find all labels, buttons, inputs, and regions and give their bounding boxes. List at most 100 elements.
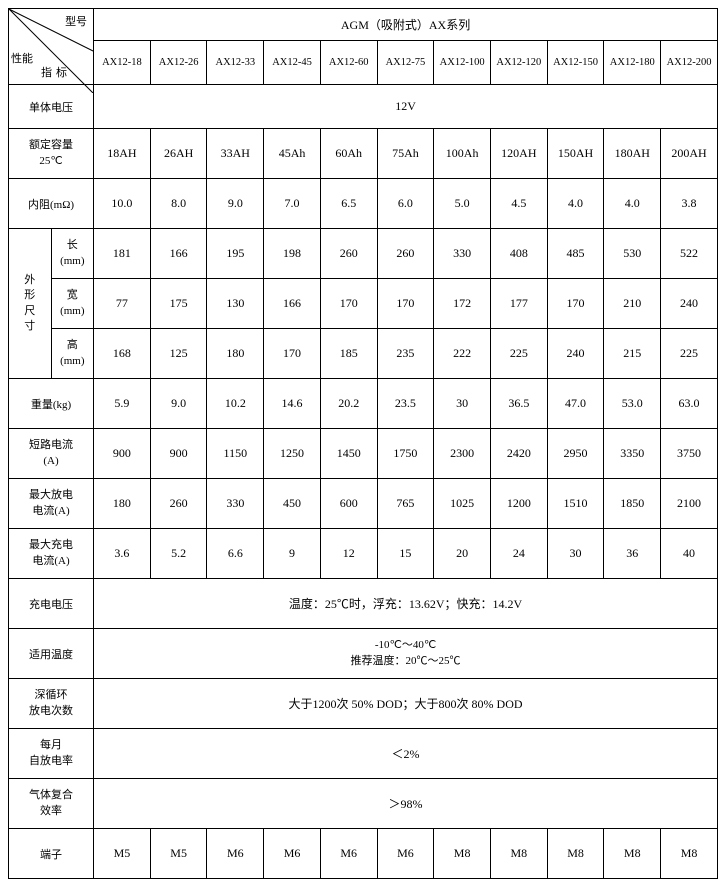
- cell: 181: [94, 229, 151, 279]
- row-label-dims-group: 外形尺寸: [9, 229, 52, 379]
- cell: 125: [150, 329, 207, 379]
- cell: 330: [207, 479, 264, 529]
- cell: 3750: [661, 429, 718, 479]
- cell: 15: [377, 529, 434, 579]
- row-label-weight: 重量(kg): [9, 379, 94, 429]
- cell: 180AH: [604, 129, 661, 179]
- cell: 10.0: [94, 179, 151, 229]
- cell: 2100: [661, 479, 718, 529]
- model-header: AX12-33: [207, 41, 264, 85]
- cell: 170: [264, 329, 321, 379]
- cell: 20: [434, 529, 491, 579]
- cell: 210: [604, 279, 661, 329]
- cell: 900: [94, 429, 151, 479]
- cell: 260: [150, 479, 207, 529]
- row-label-length: 长(mm): [51, 229, 94, 279]
- row-label-height: 高(mm): [51, 329, 94, 379]
- cell: 225: [490, 329, 547, 379]
- model-header: AX12-150: [547, 41, 604, 85]
- cell: 215: [604, 329, 661, 379]
- cell: 36: [604, 529, 661, 579]
- cell: 6.6: [207, 529, 264, 579]
- cell: M5: [94, 829, 151, 879]
- cell: 195: [207, 229, 264, 279]
- cell: 235: [377, 329, 434, 379]
- cell: 30: [547, 529, 604, 579]
- cell: M6: [377, 829, 434, 879]
- cell: 26AH: [150, 129, 207, 179]
- row-label-gas-recomb: 气体复合效率: [9, 779, 94, 829]
- cell: 30: [434, 379, 491, 429]
- model-header: AX12-45: [264, 41, 321, 85]
- row-label-temp-range: 适用温度: [9, 629, 94, 679]
- cell: 150AH: [547, 129, 604, 179]
- cell: 170: [547, 279, 604, 329]
- cell: 1850: [604, 479, 661, 529]
- cell: 522: [661, 229, 718, 279]
- cell: 1750: [377, 429, 434, 479]
- cell: 222: [434, 329, 491, 379]
- model-header: AX12-200: [661, 41, 718, 85]
- cell: 2950: [547, 429, 604, 479]
- cell: 530: [604, 229, 661, 279]
- cell: 1025: [434, 479, 491, 529]
- cell: 5.9: [94, 379, 151, 429]
- cell: 1510: [547, 479, 604, 529]
- cell: 63.0: [661, 379, 718, 429]
- cell: 5.0: [434, 179, 491, 229]
- cell: 33AH: [207, 129, 264, 179]
- cell: 77: [94, 279, 151, 329]
- cell: 3350: [604, 429, 661, 479]
- cell: 170: [320, 279, 377, 329]
- cell: 47.0: [547, 379, 604, 429]
- row-label-capacity: 额定容量25℃: [9, 129, 94, 179]
- cell: 9.0: [150, 379, 207, 429]
- cell: 100Ah: [434, 129, 491, 179]
- cell: 36.5: [490, 379, 547, 429]
- cell: 1200: [490, 479, 547, 529]
- cell: 166: [264, 279, 321, 329]
- cell: 168: [94, 329, 151, 379]
- cell: M6: [207, 829, 264, 879]
- row-label-width: 宽(mm): [51, 279, 94, 329]
- cell: 225: [661, 329, 718, 379]
- cell: 9.0: [207, 179, 264, 229]
- cell: M8: [434, 829, 491, 879]
- row-label-max-discharge: 最大放电电流(A): [9, 479, 94, 529]
- row-label-max-charge: 最大充电电流(A): [9, 529, 94, 579]
- cell: 600: [320, 479, 377, 529]
- cell: 14.6: [264, 379, 321, 429]
- model-header: AX12-75: [377, 41, 434, 85]
- cell: 4.0: [547, 179, 604, 229]
- cell: 7.0: [264, 179, 321, 229]
- cell: 8.0: [150, 179, 207, 229]
- cell: 130: [207, 279, 264, 329]
- row-label-voltage: 单体电压: [9, 85, 94, 129]
- cell: 24: [490, 529, 547, 579]
- model-header: AX12-100: [434, 41, 491, 85]
- cell: 5.2: [150, 529, 207, 579]
- cell: 185: [320, 329, 377, 379]
- cell: M8: [604, 829, 661, 879]
- cell: 180: [94, 479, 151, 529]
- cell: 23.5: [377, 379, 434, 429]
- cell: 6.5: [320, 179, 377, 229]
- cell: 3.8: [661, 179, 718, 229]
- cell: M6: [264, 829, 321, 879]
- cell: 330: [434, 229, 491, 279]
- cell: 6.0: [377, 179, 434, 229]
- cell: 200AH: [661, 129, 718, 179]
- cell: M8: [490, 829, 547, 879]
- cell: 4.0: [604, 179, 661, 229]
- row-label-resistance: 内阻(mΩ): [9, 179, 94, 229]
- row-label-short-circuit: 短路电流(A): [9, 429, 94, 479]
- cell: 2420: [490, 429, 547, 479]
- cell: 198: [264, 229, 321, 279]
- cell: 450: [264, 479, 321, 529]
- cell: 260: [320, 229, 377, 279]
- cell: 4.5: [490, 179, 547, 229]
- cell: 172: [434, 279, 491, 329]
- cell: 1150: [207, 429, 264, 479]
- row-label-terminal: 端子: [9, 829, 94, 879]
- cell: 166: [150, 229, 207, 279]
